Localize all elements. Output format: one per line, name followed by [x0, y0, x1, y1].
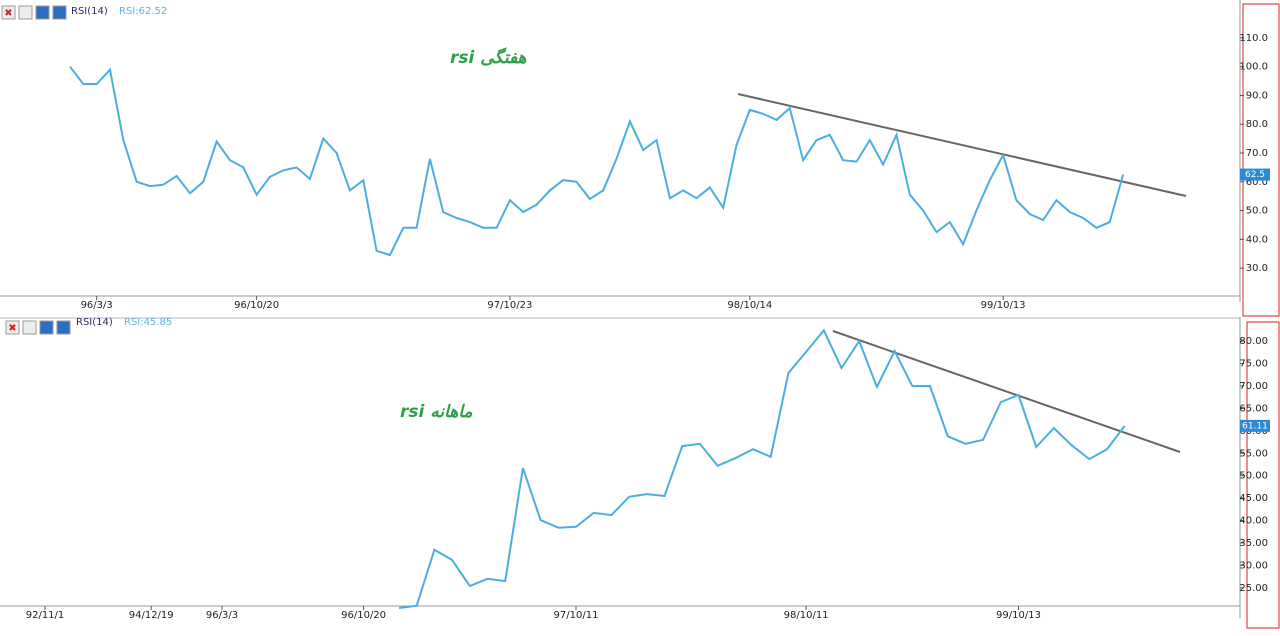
- icon: ✖: [8, 323, 16, 334]
- legend-label: RSI(14): [71, 6, 108, 17]
- y-tick-label: 70.0: [1246, 148, 1268, 159]
- down-button[interactable]: [56, 320, 71, 335]
- trend-line: [832, 330, 1181, 453]
- y-tick-label: 70.00: [1239, 381, 1268, 392]
- last-value-label: 62.5: [1245, 170, 1265, 180]
- x-tick-label: 96/3/3: [81, 300, 113, 311]
- x-tick-label: 94/12/19: [129, 610, 174, 621]
- legend-label: RSI(14): [76, 317, 113, 328]
- annotation: هفتگی rsi: [450, 47, 527, 68]
- y-tick-label: 90.0: [1246, 90, 1268, 101]
- x-tick-label: 99/10/13: [981, 300, 1026, 311]
- y-tick-label: 50.00: [1239, 471, 1268, 482]
- y-tick-label: 25.00: [1239, 583, 1268, 594]
- icon: ✖: [4, 8, 12, 19]
- x-tick-label: 97/10/11: [554, 610, 599, 621]
- toolbar: ✖ ✖: [1, 5, 71, 335]
- x-tick-label: 92/11/1: [26, 610, 65, 621]
- y-tick-label: 110.0: [1239, 33, 1268, 44]
- axis-frame: [1242, 3, 1280, 317]
- series-line: [69, 66, 1125, 257]
- series-line: [398, 328, 1126, 609]
- y-tick-label: 75.00: [1239, 359, 1268, 370]
- last-value-label: 61.11: [1242, 421, 1268, 431]
- y-tick-label: 30.00: [1239, 560, 1268, 571]
- annotation: ماهانه rsi: [400, 402, 473, 422]
- y-tick-label: 100.0: [1239, 62, 1268, 73]
- x-tick-label: 97/10/23: [487, 300, 532, 311]
- close-button[interactable]: [1, 5, 16, 20]
- close-button[interactable]: [5, 320, 20, 335]
- edit-button[interactable]: [18, 5, 33, 20]
- y-tick-label: 80.0: [1246, 119, 1268, 130]
- down-button[interactable]: [52, 5, 67, 20]
- y-tick-label: 60.0: [1246, 177, 1268, 188]
- y-tick-label: 40.00: [1239, 516, 1268, 527]
- y-tick-label: 45.00: [1239, 493, 1268, 504]
- y-tick-label: 30.0: [1246, 263, 1268, 274]
- value-text: RSI:62.52: [119, 6, 167, 17]
- y-tick-label: 80.00: [1239, 336, 1268, 347]
- x-tick-label: 96/3/3: [206, 610, 238, 621]
- value-text: RSI:45.85: [124, 317, 172, 328]
- x-tick-label: 96/10/20: [234, 300, 279, 311]
- y-tick-label: 55.00: [1239, 448, 1268, 459]
- up-button[interactable]: [35, 5, 50, 20]
- x-tick-label: 98/10/14: [727, 300, 772, 311]
- y-tick-label: 65.00: [1239, 403, 1268, 414]
- last-value-box: [1240, 168, 1270, 181]
- last-value-box: [1240, 419, 1270, 432]
- x-tick-label: 99/10/13: [996, 610, 1041, 621]
- x-tick-label: 96/10/20: [341, 610, 386, 621]
- trend-line: [737, 93, 1187, 197]
- y-tick-label: 35.00: [1239, 538, 1268, 549]
- up-button[interactable]: [39, 320, 54, 335]
- x-tick-label: 98/10/11: [784, 610, 829, 621]
- y-tick-label: 40.0: [1246, 234, 1268, 245]
- axis-frame: [1246, 321, 1280, 629]
- y-tick-label: 50.0: [1246, 206, 1268, 217]
- edit-button[interactable]: [22, 320, 37, 335]
